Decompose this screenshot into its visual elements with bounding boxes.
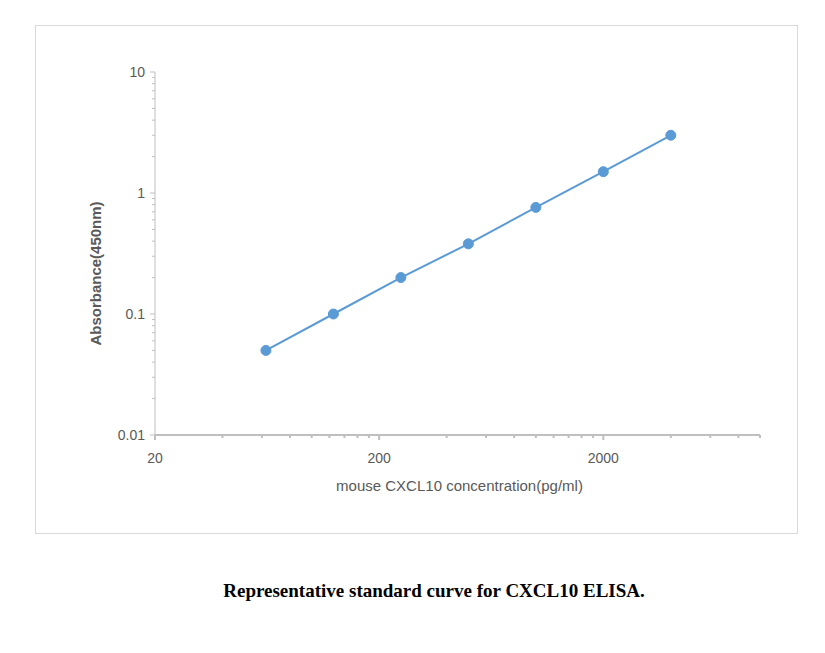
y-minor-tick [152,350,155,351]
y-minor-tick [152,135,155,136]
y-minor-tick [152,377,155,378]
y-minor-tick [152,77,155,78]
y-tick [150,72,155,73]
chart-title: Representative standard curve for CXCL10… [223,580,645,601]
data-point [598,167,608,177]
x-axis-label: mouse CXCL10 concentration(pg/ml) [336,477,583,494]
y-minor-tick [152,204,155,205]
x-minor-tick [368,435,370,438]
y-minor-tick [152,325,155,326]
y-tick-label: 10 [129,64,145,80]
y-minor-tick [152,277,155,278]
x-minor-tick [670,435,672,438]
x-tick [378,435,380,440]
x-minor-tick [581,435,583,438]
x-minor-tick [592,435,594,438]
x-axis [155,434,760,436]
data-point [396,273,406,283]
y-tick-label: 1 [137,185,145,201]
y-minor-tick [152,211,155,212]
chart-frame [36,26,798,534]
y-minor-tick [152,398,155,399]
x-minor-tick [485,435,487,438]
data-point [666,130,676,140]
x-minor-tick [535,435,537,438]
x-minor-tick [311,435,313,438]
y-tick-label: 0.01 [118,427,145,443]
data-point [531,202,541,212]
x-tick-label: 20 [147,450,163,466]
y-minor-tick [152,229,155,230]
series-line [266,135,671,350]
chart: 0.01 0.1 1 10 20 200 2000 mouse CXCL10 concentr… [0,0,825,653]
y-axis [155,72,156,435]
y-minor-tick [152,219,155,220]
y-minor-tick [152,83,155,84]
x-minor-tick [737,435,739,438]
y-minor-tick [152,90,155,91]
x-minor-tick [221,435,223,438]
y-axis-label: Absorbance(450nm) [87,201,104,345]
x-minor-tick [513,435,515,438]
data-point [463,239,473,249]
y-minor-tick [152,98,155,99]
y-minor-tick [152,120,155,121]
x-tick-label: 2000 [588,450,619,466]
x-tick-label: 200 [367,450,391,466]
data-point [261,345,271,355]
y-minor-tick [152,332,155,333]
y-minor-tick [152,340,155,341]
x-minor-tick [568,435,570,438]
x-minor-tick [709,435,711,438]
x-minor-tick [446,435,448,438]
x-minor-tick [759,435,761,438]
x-minor-tick [356,435,358,438]
y-minor-tick [152,156,155,157]
x-minor-tick [328,435,330,438]
y-tick [150,193,155,194]
x-tick [602,435,604,440]
x-minor-tick [261,435,263,438]
y-minor-tick [152,108,155,109]
x-minor-tick [289,435,291,438]
y-minor-tick [152,319,155,320]
y-minor-tick [152,198,155,199]
y-minor-tick [152,362,155,363]
plot-area [261,130,676,355]
y-minor-tick [152,256,155,257]
x-minor-tick [553,435,555,438]
x-minor-tick [343,435,345,438]
y-tick [150,314,155,315]
y-tick-label: 0.1 [126,306,146,322]
y-minor-tick [152,241,155,242]
x-tick [154,435,156,440]
data-point [328,309,338,319]
chart-root: 0.01 0.1 1 10 20 200 2000 mouse CXCL10 concentr… [0,0,825,653]
